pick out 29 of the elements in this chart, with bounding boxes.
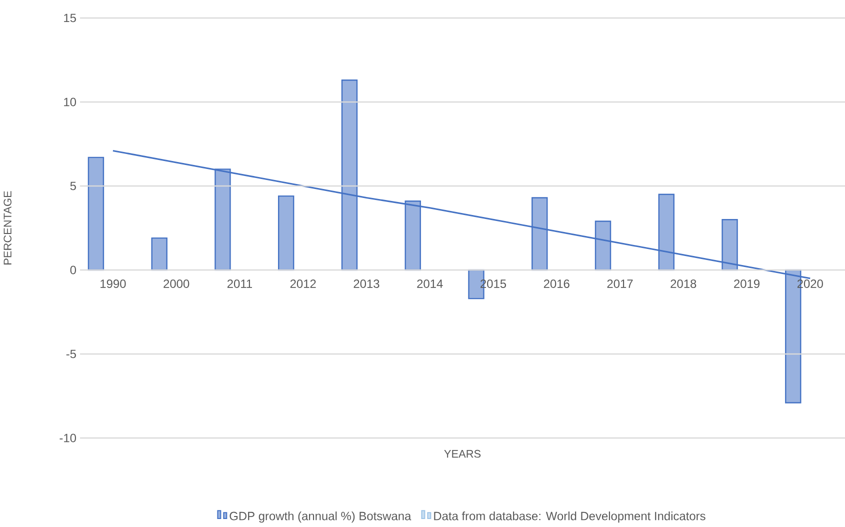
y-tick-label: -10	[60, 434, 76, 442]
bar	[214, 168, 231, 271]
x-tick-label: 2017	[607, 280, 633, 288]
x-tick-label: 2012	[290, 280, 316, 288]
y-tick-label: 15	[64, 14, 76, 22]
bar	[404, 200, 421, 271]
x-tick-label: 2014	[417, 280, 443, 288]
bar	[722, 219, 738, 271]
legend-label: Data from database: World Development Indicators	[434, 511, 706, 523]
x-tick-label: 2011	[227, 280, 252, 288]
bar	[278, 195, 294, 271]
bar	[532, 197, 548, 271]
y-tick-label: 0	[70, 266, 76, 274]
x-tick-label: 1990	[100, 280, 126, 288]
y-tick-label: -5	[66, 350, 76, 358]
bar	[658, 194, 674, 271]
bar	[88, 156, 104, 271]
x-axis-title: YEARS	[444, 450, 481, 458]
x-tick-label: 2000	[164, 280, 190, 288]
y-axis-title: PERCENTAGE	[4, 191, 12, 264]
legend-label: GDP growth (annual %) Botswana	[230, 511, 412, 523]
x-tick-label: 2013	[354, 280, 380, 288]
bar	[151, 237, 168, 271]
y-tick-label: 5	[70, 182, 76, 190]
bar	[594, 220, 612, 271]
y-tick-label: 10	[64, 98, 76, 106]
x-tick-label: 2019	[734, 280, 760, 288]
x-tick-label: 2016	[544, 280, 570, 288]
x-tick-label: 2018	[670, 280, 696, 288]
